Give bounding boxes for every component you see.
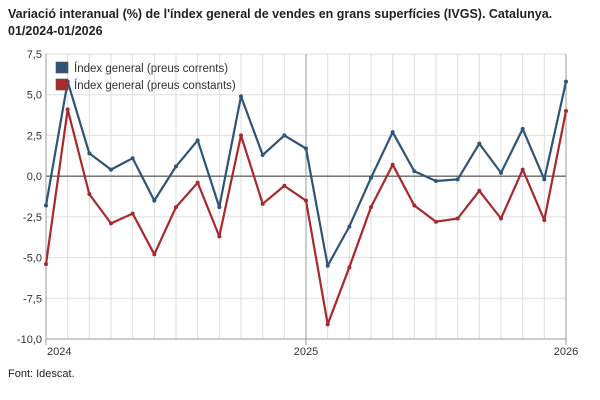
data-point[interactable] (520, 126, 525, 131)
legend-label: Índex general (preus corrents) (74, 62, 228, 75)
data-point[interactable] (455, 216, 460, 221)
source-note: Font: Idescat. (8, 368, 75, 380)
y-tick-label: 5,0 (27, 90, 42, 102)
y-tick-label: 2,5 (27, 130, 42, 142)
legend-item-1[interactable]: Índex general (preus corrents) (55, 61, 228, 75)
data-point[interactable] (217, 205, 222, 210)
y-tick-label: -5,0 (23, 253, 42, 265)
legend[interactable]: Índex general (preus corrents) Índex gene… (55, 61, 236, 92)
data-point[interactable] (152, 198, 157, 203)
data-point[interactable] (369, 205, 373, 210)
data-point[interactable] (239, 133, 243, 138)
data-point[interactable] (412, 203, 417, 208)
legend-label: Índex general (preus constants) (74, 79, 236, 92)
x-tick-label: 2024 (47, 346, 71, 358)
data-point[interactable] (499, 216, 503, 221)
data-point[interactable] (109, 167, 113, 172)
y-tick-label: 0,0 (27, 171, 42, 183)
x-tick-label: 2025 (294, 346, 318, 358)
data-point[interactable] (412, 169, 417, 174)
data-point[interactable] (390, 162, 395, 167)
data-point[interactable] (304, 146, 308, 151)
data-point[interactable] (390, 130, 395, 135)
data-point[interactable] (542, 218, 547, 223)
data-point[interactable] (282, 183, 287, 188)
data-point[interactable] (130, 211, 135, 216)
data-point[interactable] (499, 170, 503, 175)
data-point[interactable] (195, 138, 200, 143)
data-point[interactable] (325, 263, 330, 268)
data-point[interactable] (130, 156, 135, 161)
legend-item-2[interactable]: Índex general (preus constants) (55, 78, 236, 92)
x-tick-label: 2026 (554, 346, 578, 358)
series-layer (44, 79, 568, 327)
y-tick-label: 7,5 (27, 49, 42, 61)
axes: 7,5 5,0 2,5 0,0 -2,5 -5,0 -7,5 -10,0 2024 2025 202… (17, 49, 578, 358)
data-point[interactable] (477, 141, 482, 146)
data-point[interactable] (239, 94, 243, 99)
data-point[interactable] (44, 203, 48, 208)
data-point[interactable] (260, 152, 265, 157)
data-point[interactable] (564, 109, 568, 113)
data-point[interactable] (477, 188, 482, 193)
data-point[interactable] (520, 167, 525, 172)
data-point[interactable] (109, 221, 113, 226)
data-point[interactable] (87, 151, 92, 156)
data-point[interactable] (434, 219, 438, 224)
data-point[interactable] (174, 205, 178, 210)
y-tick-label: -7,5 (23, 293, 42, 305)
data-point[interactable] (174, 164, 178, 169)
data-point[interactable] (260, 201, 265, 206)
data-point[interactable] (195, 180, 200, 185)
legend-swatch (55, 61, 69, 74)
data-point[interactable] (152, 252, 157, 257)
data-point[interactable] (65, 107, 70, 112)
series-2 (44, 107, 568, 327)
data-point[interactable] (282, 133, 287, 138)
data-point[interactable] (564, 79, 568, 84)
data-point[interactable] (217, 234, 222, 239)
data-point[interactable] (434, 179, 438, 184)
data-point[interactable] (304, 198, 308, 203)
y-tick-label: -10,0 (17, 334, 42, 346)
series-1 (44, 79, 568, 268)
legend-swatch (55, 78, 69, 91)
y-tick-label: -2,5 (23, 212, 42, 224)
data-point[interactable] (369, 175, 373, 180)
chart-title: Variació interanual (%) de l'índex gener… (8, 7, 553, 38)
data-point[interactable] (542, 177, 547, 182)
data-point[interactable] (44, 262, 48, 267)
data-point[interactable] (87, 192, 92, 197)
data-point[interactable] (325, 322, 330, 327)
data-point[interactable] (455, 177, 460, 182)
data-point[interactable] (347, 224, 352, 229)
data-point[interactable] (347, 265, 352, 270)
